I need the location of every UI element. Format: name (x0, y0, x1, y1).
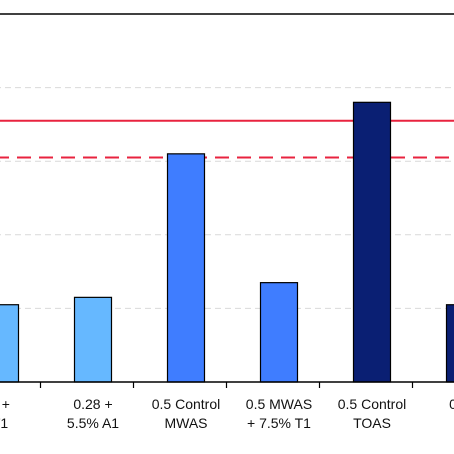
bar-2 (166, 153, 206, 383)
category-label: 0.5 T+ 1 (449, 396, 454, 431)
bar-5 (445, 304, 454, 383)
bar-1 (73, 296, 113, 383)
axes (0, 13, 454, 388)
bars (0, 101, 454, 383)
bar-4 (352, 101, 392, 383)
category-label-line: 0.5 MWAS (246, 396, 312, 412)
category-label: 0.5 Control TOAS (338, 396, 406, 431)
category-label-line: MWAS (164, 415, 207, 431)
category-label-line: 0.5 Control (338, 396, 406, 412)
category-label-line: 5.5% A1 (67, 415, 119, 431)
category-label: 0.5 Control MWAS (152, 396, 220, 431)
category-label-line: 0.28 + (73, 396, 112, 412)
category-label-line: 0.5 T (449, 396, 454, 412)
category-label-line: T1 (0, 415, 8, 431)
category-label-line: + 7.5% T1 (247, 415, 311, 431)
category-label: 0.5 MWAS + 7.5% T1 (246, 396, 312, 431)
bar-0 (0, 304, 20, 383)
category-label-line: 0.5 Control (152, 396, 220, 412)
grid-lines (0, 87, 454, 309)
category-label-line: 5 + (0, 396, 10, 412)
category-label-line: TOAS (353, 415, 391, 431)
bar-3 (259, 282, 299, 383)
category-label: 5 +T1 (0, 396, 10, 431)
category-label: 0.28 + 5.5% A1 (67, 396, 119, 431)
